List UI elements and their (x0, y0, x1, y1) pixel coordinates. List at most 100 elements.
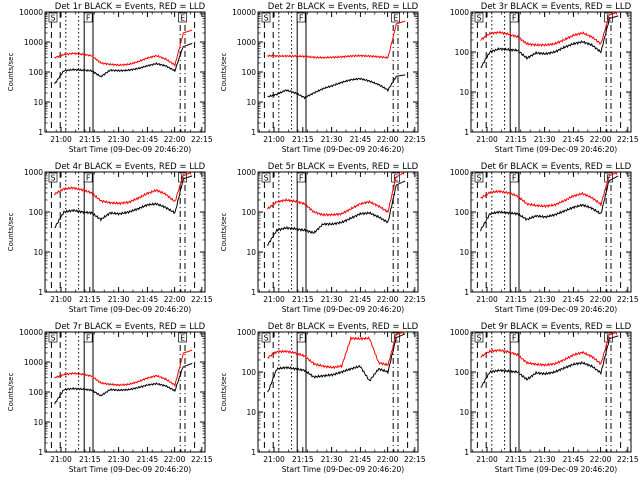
chart-title: Det 7r BLACK = Events, RED = LLD (55, 322, 206, 332)
y-tick-label: 100 (242, 368, 257, 377)
x-tick-label: 22:00 (164, 455, 186, 464)
events-series-line (267, 180, 406, 246)
y-tick-label: 10 (459, 248, 469, 257)
chart-title: Det 4r BLACK = Events, RED = LLD (55, 162, 206, 172)
lld-series-line (54, 171, 193, 206)
chart-panel-3: Det 3r BLACK = Events, RED = LLD 1 10 100 10… (450, 2, 639, 154)
marker-e-label-box (178, 12, 187, 23)
y-axis-label: Counts/sec (220, 53, 228, 92)
x-tick-label: 21:15 (505, 135, 527, 144)
chart-title: Det 5r BLACK = Events, RED = LLD (268, 162, 419, 172)
x-tick-label: 21:45 (350, 455, 372, 464)
x-tick-label: 21:30 (534, 455, 556, 464)
lld-series-line (480, 331, 619, 367)
y-tick-label: 1 (38, 128, 43, 137)
marker-f-label: F (299, 14, 304, 23)
x-tick-label: 21:30 (534, 135, 556, 144)
marker-f-label: F (86, 14, 91, 23)
x-tick-label: 22:15 (404, 295, 426, 304)
marker-f-label: F (512, 14, 517, 23)
x-tick-label: 21:45 (137, 455, 159, 464)
x-tick-label: 21:00 (263, 455, 285, 464)
x-tick-label: 21:15 (79, 455, 101, 464)
marker-f-label-box (296, 332, 306, 343)
x-tick-label: 22:15 (191, 455, 213, 464)
x-axis-label: Start Time (09-Dec-09 20:46:20) (282, 145, 404, 154)
plot-frame (470, 331, 632, 453)
x-tick-label: 22:15 (191, 295, 213, 304)
y-tick-label: 100 (455, 208, 470, 217)
events-series-line (267, 74, 406, 100)
y-axis-label: Counts/sec (7, 53, 15, 92)
marker-f-label: F (512, 334, 517, 343)
events-series-line (480, 15, 619, 68)
x-tick-label: 21:45 (350, 135, 372, 144)
x-tick-label: 22:00 (164, 295, 186, 304)
marker-f-label: F (86, 334, 91, 343)
x-tick-label: 22:15 (404, 135, 426, 144)
x-tick-label: 21:45 (137, 295, 159, 304)
x-tick-label: 21:30 (321, 135, 343, 144)
x-tick-label: 22:00 (590, 135, 612, 144)
plot-frame (257, 11, 419, 133)
y-tick-label: 1 (38, 288, 43, 297)
x-tick-label: 21:30 (108, 135, 130, 144)
chart-panel-6: Det 6r BLACK = Events, RED = LLD 1 10 100 10… (450, 162, 639, 314)
y-tick-label: 100 (455, 368, 470, 377)
x-tick-label: 22:15 (617, 295, 639, 304)
x-tick-label: 21:45 (137, 135, 159, 144)
y-tick-label: 1000 (237, 328, 256, 337)
marker-s-label-box (474, 332, 484, 343)
y-tick-label: 1 (464, 128, 469, 137)
y-tick-label: 1000 (450, 328, 469, 337)
y-axis-label: Counts/sec (220, 373, 228, 412)
y-axis-label: Counts/sec (7, 373, 15, 412)
marker-s-label: S (476, 174, 481, 183)
y-tick-label: 10 (246, 408, 256, 417)
chart-panel-7: Det 7r BLACK = Events, RED = LLD 1 10 100 10… (7, 322, 213, 474)
lld-series-line (54, 349, 193, 388)
x-tick-label: 21:15 (292, 295, 314, 304)
y-tick-label: 100 (455, 48, 470, 57)
x-tick-label: 21:15 (79, 295, 101, 304)
y-tick-label: 10000 (232, 8, 256, 17)
x-axis-label: Start Time (09-Dec-09 20:46:20) (69, 305, 191, 314)
x-tick-label: 21:00 (50, 295, 72, 304)
marker-e-label: E (393, 14, 398, 23)
x-tick-label: 22:15 (617, 135, 639, 144)
x-tick-label: 21:30 (108, 295, 130, 304)
chart-panel-1: Det 1r BLACK = Events, RED = LLD 1 10 100 10… (7, 2, 213, 154)
y-axis-label: Counts/sec (7, 213, 15, 252)
x-tick-label: 21:15 (79, 135, 101, 144)
y-tick-label: 1 (251, 128, 256, 137)
y-tick-label: 100 (242, 208, 257, 217)
chart-title: Det 2r BLACK = Events, RED = LLD (268, 2, 419, 12)
y-tick-label: 1000 (24, 168, 43, 177)
y-tick-label: 1000 (450, 168, 469, 177)
y-tick-label: 10000 (19, 8, 43, 17)
x-tick-label: 21:15 (505, 455, 527, 464)
x-tick-label: 22:00 (377, 295, 399, 304)
lld-series-line (480, 11, 619, 48)
x-tick-label: 21:00 (476, 135, 498, 144)
y-tick-label: 100 (29, 208, 44, 217)
x-tick-label: 22:00 (164, 135, 186, 144)
marker-e-label: E (180, 174, 185, 183)
chart-panel-4: Det 4r BLACK = Events, RED = LLD 1 10 100 10… (7, 162, 213, 314)
marker-f-label: F (299, 334, 304, 343)
marker-s-label: S (263, 174, 268, 183)
y-tick-label: 10 (246, 248, 256, 257)
marker-f-label: F (512, 174, 517, 183)
y-tick-label: 10000 (19, 328, 43, 337)
chart-panel-5: Det 5r BLACK = Events, RED = LLD 1 10 100 10… (220, 162, 426, 314)
marker-f-label: F (299, 174, 304, 183)
y-tick-label: 1 (464, 448, 469, 457)
marker-f-label-box (83, 332, 93, 343)
plot-frame (44, 331, 206, 453)
marker-s-label: S (50, 334, 55, 343)
x-tick-label: 21:00 (263, 295, 285, 304)
y-tick-label: 1 (251, 288, 256, 297)
lld-series-line (267, 171, 406, 217)
chart-title: Det 9r BLACK = Events, RED = LLD (481, 322, 632, 332)
